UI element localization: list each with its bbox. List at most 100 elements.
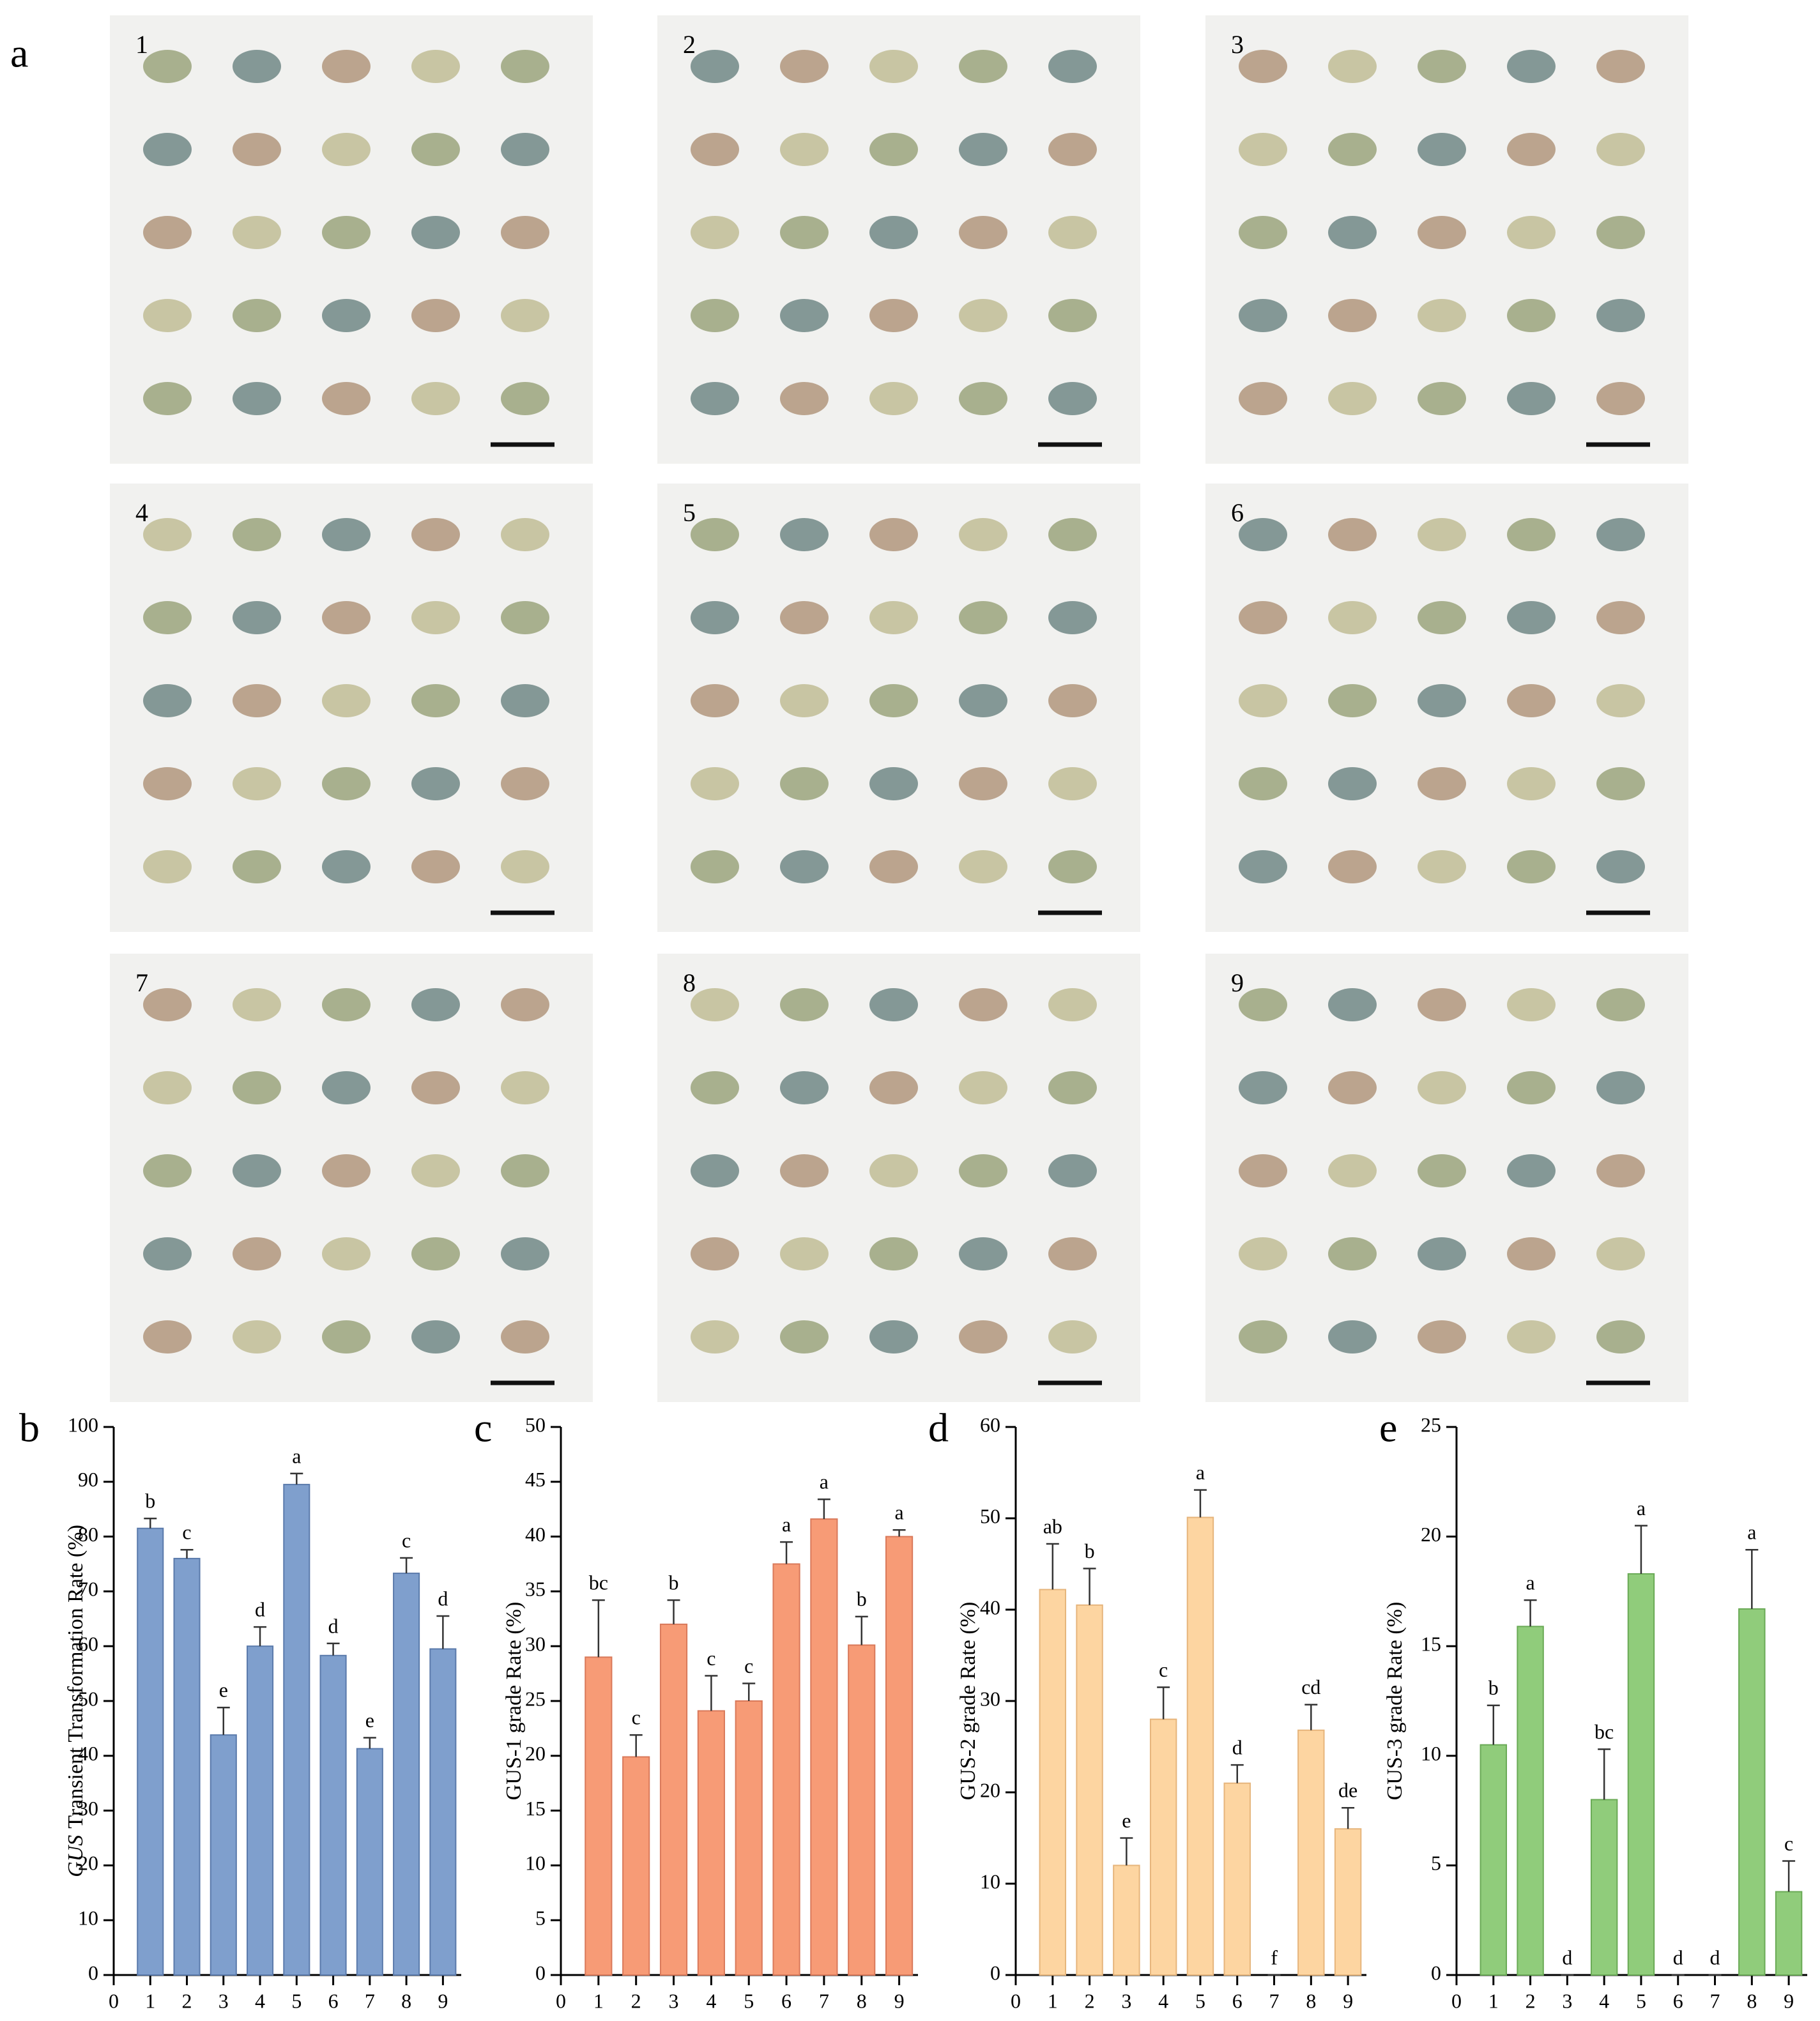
seedling <box>411 382 460 415</box>
seedling <box>411 988 460 1021</box>
significance-letter: d <box>1562 1946 1572 1969</box>
error-bar <box>290 1472 303 1485</box>
seedling <box>1328 1237 1377 1270</box>
seedling <box>869 382 918 415</box>
y-tick-label: 50 <box>78 1687 98 1710</box>
x-tick-label: 3 <box>1562 1989 1572 2012</box>
significance-letter: d <box>255 1598 265 1621</box>
y-tick-label: 60 <box>78 1633 98 1656</box>
error-bar <box>780 1541 793 1564</box>
significance-letter: d <box>438 1587 448 1610</box>
panel-label: b <box>19 1405 40 1451</box>
seedling <box>1048 1154 1097 1187</box>
significance-letter: a <box>1747 1521 1756 1544</box>
y-tick-label: 50 <box>980 1504 1000 1527</box>
seedling <box>691 216 739 249</box>
seedling <box>233 1320 281 1354</box>
significance-letter: a <box>820 1470 829 1493</box>
seedling <box>1507 1237 1556 1270</box>
x-tick-label: 5 <box>1195 1989 1205 2012</box>
bar <box>1039 1589 1067 1976</box>
x-tick-label: 2 <box>1085 1989 1095 2012</box>
significance-letter: c <box>1784 1832 1793 1855</box>
error-bar <box>1487 1704 1500 1745</box>
seedling <box>959 50 1007 83</box>
seedling <box>322 518 371 551</box>
seedling <box>1418 1071 1466 1104</box>
significance-letter: c <box>744 1654 753 1677</box>
error-bar <box>1524 1599 1537 1627</box>
seedling <box>1507 684 1556 717</box>
y-axis-label-text: Transient Transformation Rate (%) <box>64 1525 88 1829</box>
seedling <box>1418 850 1466 883</box>
seedling <box>1596 216 1645 249</box>
y-tick-label: 70 <box>78 1578 98 1601</box>
seedling <box>143 1071 192 1104</box>
photo-number: 8 <box>683 968 696 997</box>
error-bar <box>667 1599 680 1624</box>
seedling <box>233 684 281 717</box>
seedling <box>1507 1071 1556 1104</box>
bar <box>1738 1608 1766 1976</box>
seedling <box>1507 850 1556 883</box>
bar <box>1517 1626 1544 1976</box>
significance-letter: a <box>894 1501 903 1524</box>
seedling <box>691 850 739 883</box>
photo-number: 6 <box>1231 498 1244 527</box>
bar <box>283 1484 310 1976</box>
photo-number: 4 <box>135 498 148 527</box>
seedling <box>233 767 281 800</box>
seedling <box>1048 216 1097 249</box>
error-bar <box>326 1642 340 1656</box>
seedling <box>1328 767 1377 800</box>
error-bar <box>817 1499 830 1520</box>
seedling <box>1418 1237 1466 1270</box>
y-tick-label: 60 <box>980 1413 1000 1436</box>
seedling <box>501 1154 549 1187</box>
seedling <box>411 850 460 883</box>
seedling <box>1328 684 1377 717</box>
seedling <box>780 299 829 332</box>
seedling <box>143 1154 192 1187</box>
y-tick-label: 30 <box>78 1797 98 1820</box>
x-tick-label: 6 <box>328 1989 339 2012</box>
seedling <box>959 767 1007 800</box>
seedling <box>1507 767 1556 800</box>
seedling <box>1328 299 1377 332</box>
error-bar <box>254 1626 267 1647</box>
x-tick-label: 1 <box>145 1989 155 2012</box>
seedling <box>322 216 371 249</box>
bar <box>1149 1718 1177 1976</box>
seedling <box>959 216 1007 249</box>
y-tick-label: 50 <box>525 1413 546 1436</box>
seedling <box>233 299 281 332</box>
seedling <box>1507 382 1556 415</box>
x-tick-label: 5 <box>1636 1989 1646 2012</box>
seedling <box>1328 988 1377 1021</box>
error-bar <box>1304 1704 1318 1730</box>
seedling <box>233 850 281 883</box>
seedling <box>1507 216 1556 249</box>
seedling <box>1048 133 1097 166</box>
significance-letter: f <box>1271 1946 1278 1969</box>
seedling <box>411 767 460 800</box>
significance-letter: e <box>219 1679 228 1702</box>
seedling <box>691 50 739 83</box>
seedling <box>869 1154 918 1187</box>
seedling <box>411 1154 460 1187</box>
seedling <box>959 850 1007 883</box>
seedling <box>1418 601 1466 634</box>
seedling <box>1418 518 1466 551</box>
seedling <box>1418 684 1466 717</box>
seedling <box>959 299 1007 332</box>
significance-letter: b <box>1488 1676 1499 1699</box>
x-tick-label: 2 <box>182 1989 192 2012</box>
error-bar <box>180 1548 194 1559</box>
error-bar <box>742 1682 756 1701</box>
seedling <box>143 1320 192 1354</box>
seedling <box>1048 684 1097 717</box>
seedling <box>869 767 918 800</box>
seedling <box>233 133 281 166</box>
